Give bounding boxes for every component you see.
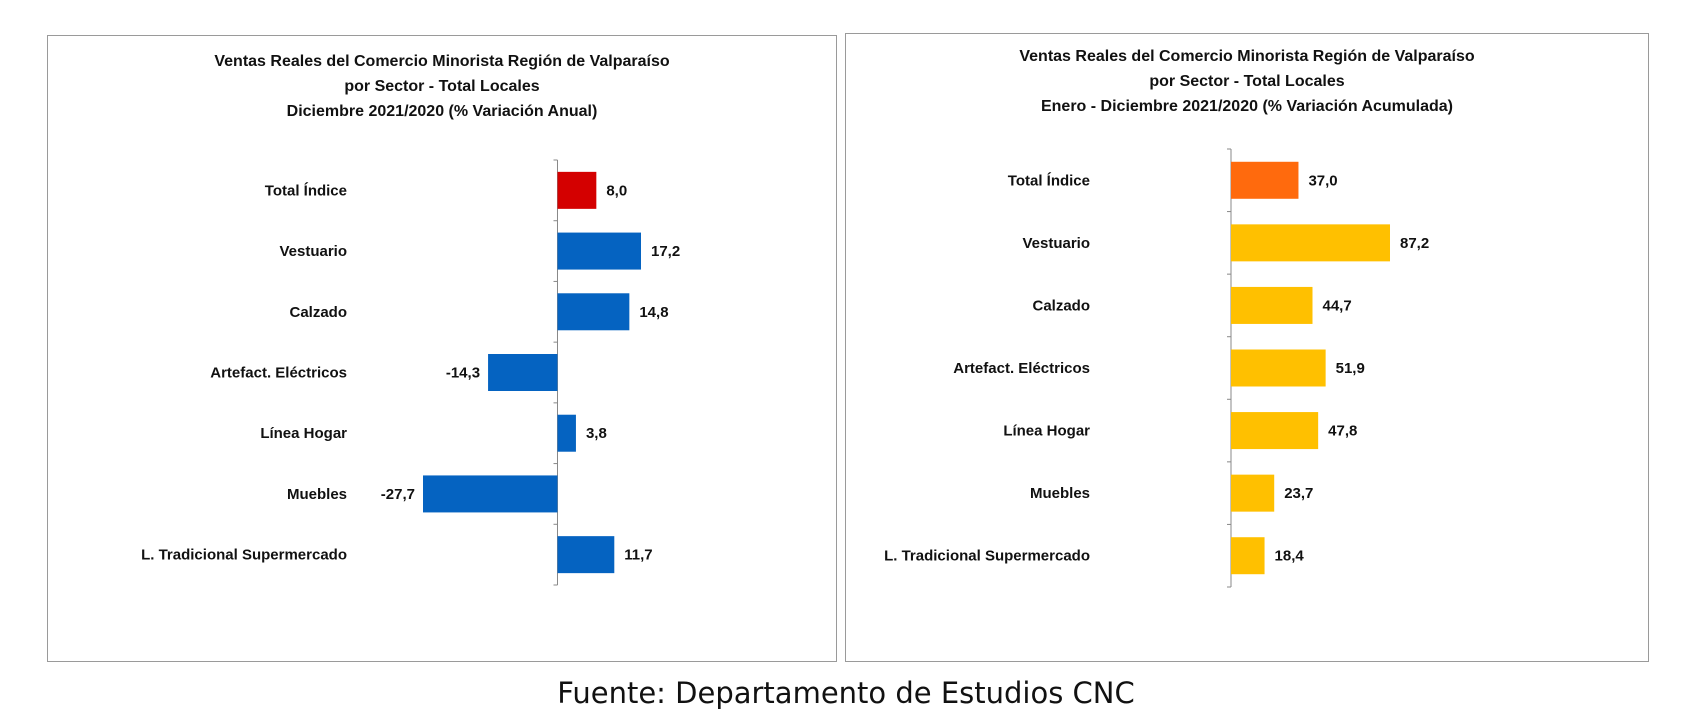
bar xyxy=(557,414,576,452)
bar xyxy=(423,475,558,513)
chart-title-line-2: por Sector - Total Locales xyxy=(1149,73,1345,90)
data-label: 47,8 xyxy=(1328,423,1357,440)
chart-title: Ventas Reales del Comercio Minorista Reg… xyxy=(846,44,1648,119)
category-label: Vestuario xyxy=(279,243,347,260)
category-label: Muebles xyxy=(1030,485,1090,502)
chart-panel-annual: Ventas Reales del Comercio Minorista Reg… xyxy=(47,35,837,662)
bar xyxy=(1231,224,1390,262)
data-label: 23,7 xyxy=(1284,485,1313,502)
bar xyxy=(1231,412,1319,450)
bar xyxy=(557,536,615,574)
data-label: 8,0 xyxy=(606,182,627,199)
data-label: 87,2 xyxy=(1400,235,1429,252)
category-label: L. Tradicional Supermercado xyxy=(884,548,1090,565)
category-label: Línea Hogar xyxy=(1003,423,1090,440)
bar-chart-cumulative: Total Índice 37,0 Vestuario 87,2 Calzado 44,7… xyxy=(884,148,1429,588)
bar xyxy=(557,293,630,331)
data-label: 14,8 xyxy=(639,304,668,321)
data-label: 37,0 xyxy=(1308,172,1337,189)
category-label: Calzado xyxy=(289,304,347,321)
bar xyxy=(1231,286,1313,324)
category-label: Muebles xyxy=(287,486,347,503)
bar xyxy=(1231,161,1299,199)
chart-title-line-1: Ventas Reales del Comercio Minorista Reg… xyxy=(1019,48,1475,65)
category-label: Vestuario xyxy=(1022,235,1090,252)
category-label: Línea Hogar xyxy=(260,425,347,442)
chart-title-line-1: Ventas Reales del Comercio Minorista Reg… xyxy=(214,53,670,70)
category-label: Total Índice xyxy=(265,182,347,199)
bar xyxy=(488,354,558,391)
data-label: -14,3 xyxy=(446,365,480,382)
source-caption: Fuente: Departamento de Estudios CNC xyxy=(557,676,1135,710)
data-label: 18,4 xyxy=(1275,548,1305,565)
data-label: 44,7 xyxy=(1323,297,1352,314)
bar xyxy=(1231,474,1275,512)
data-label: 11,7 xyxy=(624,547,652,564)
bar xyxy=(1231,349,1326,387)
bar xyxy=(1231,537,1265,575)
chart-title: Ventas Reales del Comercio Minorista Reg… xyxy=(48,49,836,124)
category-label: Total Índice xyxy=(1008,172,1090,189)
bar xyxy=(557,232,641,270)
data-label: 3,8 xyxy=(586,425,607,442)
category-label: Artefact. Eléctricos xyxy=(953,360,1090,377)
chart-title-line-3: Enero - Diciembre 2021/2020 (% Variación… xyxy=(1040,98,1454,115)
data-label: 17,2 xyxy=(651,243,680,260)
chart-panel-cumulative: Ventas Reales del Comercio Minorista Reg… xyxy=(845,33,1649,662)
bar-chart-annual: Total Índice 8,0 Vestuario 17,2 Calzado 14,8 A… xyxy=(141,159,680,586)
category-label: Calzado xyxy=(1032,297,1090,314)
chart-title-line-3: Diciembre 2021/2020 (% Variación Anual) xyxy=(286,103,598,120)
data-label: 51,9 xyxy=(1336,360,1365,377)
data-label: -27,7 xyxy=(381,486,415,503)
category-label: L. Tradicional Supermercado xyxy=(141,547,347,564)
chart-title-line-2: por Sector - Total Locales xyxy=(344,78,540,95)
category-label: Artefact. Eléctricos xyxy=(210,365,347,382)
bar xyxy=(557,171,597,209)
